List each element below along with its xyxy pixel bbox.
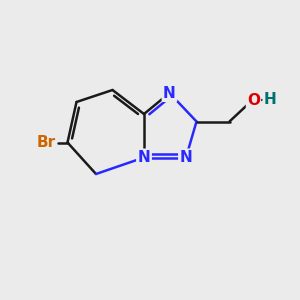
Text: N: N (138, 150, 150, 165)
Text: N: N (163, 85, 176, 100)
Text: N: N (180, 150, 192, 165)
Text: O: O (247, 93, 260, 108)
Text: Br: Br (36, 135, 56, 150)
Text: H: H (264, 92, 276, 107)
